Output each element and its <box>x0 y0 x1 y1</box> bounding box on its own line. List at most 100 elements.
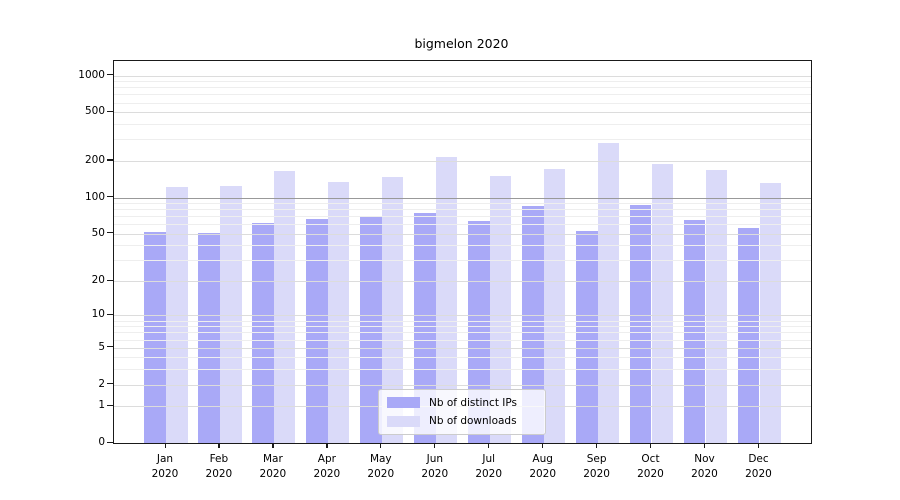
y-tick-label: 0 <box>98 436 105 448</box>
gridline-minor <box>114 94 811 96</box>
y-tick-label: 20 <box>91 274 105 286</box>
bar-downloads <box>166 187 188 443</box>
x-tick-mark <box>542 443 544 448</box>
x-tick-label: Nov 2020 <box>691 453 718 480</box>
gridline-minor <box>114 102 811 104</box>
y-tick-label: 100 <box>84 190 105 203</box>
gridline-minor <box>114 216 811 218</box>
legend-swatch-downloads <box>387 415 420 427</box>
x-tick-mark <box>326 443 328 448</box>
x-tick-mark <box>218 443 220 448</box>
legend-label-distinct-ips: Nb of distinct IPs <box>429 396 517 409</box>
gridline-minor <box>114 332 811 334</box>
gridline-major <box>114 384 811 386</box>
y-tick-mark <box>107 313 113 316</box>
x-tick-mark <box>434 443 436 448</box>
gridline-minor <box>114 203 811 204</box>
bar-downloads <box>543 168 566 443</box>
legend-label-downloads: Nb of downloads <box>429 415 517 428</box>
legend-row-distinct-ips: Nb of distinct IPs <box>379 397 545 409</box>
plot-area: Nb of distinct IPs Nb of downloads <box>113 60 812 444</box>
bar-downloads <box>327 181 350 443</box>
grid-layer <box>114 61 811 443</box>
x-tick-label: Sep 2020 <box>583 453 610 480</box>
y-tick-mark <box>107 110 113 112</box>
x-tick-label: Dec 2020 <box>745 453 772 480</box>
y-tick-mark <box>107 441 113 443</box>
x-tick-mark <box>272 443 274 448</box>
y-tick-label: 10 <box>91 308 105 321</box>
gridline-minor <box>114 139 811 141</box>
bar-downloads <box>381 177 404 443</box>
x-tick-label: Aug 2020 <box>529 453 557 480</box>
x-tick-mark <box>704 443 706 448</box>
bar-downloads <box>651 163 674 443</box>
bar-distinct-ips <box>198 232 220 443</box>
gridline-minor <box>114 357 811 359</box>
gridline-major <box>114 112 811 114</box>
gridline-minor <box>114 326 811 328</box>
bar-downloads <box>705 170 728 443</box>
y-tick-mark <box>107 383 113 385</box>
gridline-minor <box>114 260 811 262</box>
gridline-major <box>114 281 811 282</box>
x-tick-label: Jan 2020 <box>151 453 179 480</box>
legend-swatch-distinct-ips <box>387 397 420 409</box>
bar-downloads <box>489 175 512 443</box>
x-tick-mark <box>380 443 382 448</box>
bar-distinct-ips <box>629 204 652 443</box>
gridline-minor <box>114 209 811 211</box>
x-tick-label: Apr 2020 <box>313 453 341 480</box>
bar-distinct-ips <box>522 206 544 443</box>
chart-title: bigmelon 2020 <box>414 36 509 51</box>
x-tick-label: Oct 2020 <box>637 453 664 480</box>
bar-downloads <box>220 186 242 443</box>
x-tick-label: May 2020 <box>367 453 395 480</box>
y-tick-mark <box>107 404 113 406</box>
y-tick-label: 2 <box>98 377 105 390</box>
gridline-minor <box>114 87 811 89</box>
gridline-emphasis <box>114 197 811 199</box>
x-tick-mark <box>650 443 652 448</box>
y-tick-label: 1000 <box>78 68 105 81</box>
gridline-major <box>114 233 811 235</box>
y-tick-label: 5 <box>98 340 105 353</box>
bar-distinct-ips <box>468 220 490 443</box>
bar-downloads <box>597 143 620 443</box>
y-tick-label: 200 <box>84 153 105 166</box>
gridline-minor <box>114 320 811 322</box>
x-tick-label: Mar 2020 <box>259 453 287 480</box>
bar-distinct-ips <box>144 231 166 443</box>
gridline-major <box>114 75 811 77</box>
gridline-minor <box>114 245 811 247</box>
gridline-minor <box>114 369 811 371</box>
legend-row-downloads: Nb of downloads <box>379 415 545 427</box>
gridline-major <box>114 160 811 162</box>
x-tick-label: Feb 2020 <box>205 453 233 480</box>
gridline-minor <box>114 81 811 83</box>
x-tick-mark <box>488 443 490 448</box>
bar-distinct-ips <box>306 219 328 443</box>
y-tick-label: 500 <box>84 105 105 118</box>
x-tick-mark <box>596 443 598 448</box>
legend: Nb of distinct IPs Nb of downloads <box>378 389 546 435</box>
gridline-minor <box>114 224 811 226</box>
x-tick-mark <box>758 443 760 448</box>
x-tick-mark <box>164 443 166 448</box>
x-tick-label: Jun 2020 <box>421 453 449 480</box>
y-tick-label: 50 <box>91 226 105 239</box>
y-tick-mark <box>107 159 113 161</box>
y-tick-mark <box>107 196 113 198</box>
y-tick-mark <box>107 74 113 76</box>
bar-distinct-ips <box>360 216 382 443</box>
y-tick-mark <box>107 279 113 281</box>
gridline-major <box>114 347 811 349</box>
bar-distinct-ips <box>683 220 706 443</box>
y-tick-label: 1 <box>98 399 105 412</box>
bar-downloads <box>435 157 458 443</box>
bar-downloads <box>273 170 296 443</box>
y-tick-mark <box>107 232 113 234</box>
x-tick-label: Jul 2020 <box>475 453 503 480</box>
gridline-minor <box>114 339 811 341</box>
